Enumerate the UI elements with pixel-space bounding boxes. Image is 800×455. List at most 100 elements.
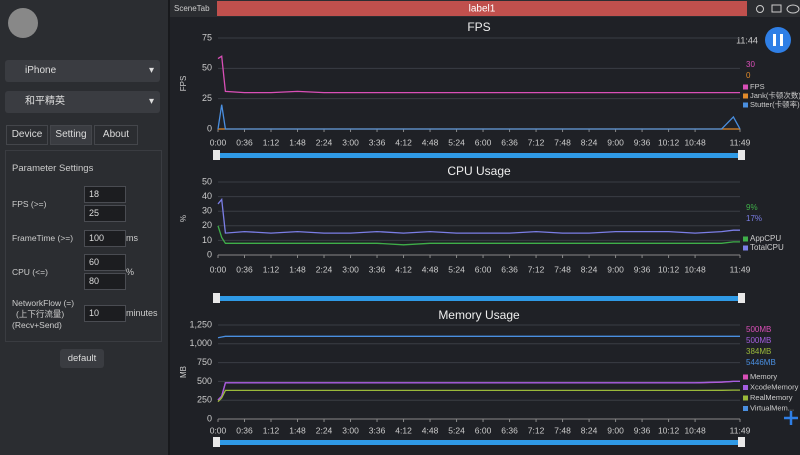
x-tick-label: 7:48 [554,425,571,435]
series-line [217,389,740,403]
x-tick-label: 6:36 [501,137,518,147]
x-tick-label: 0:36 [236,137,253,147]
x-tick-label: 5:24 [448,137,465,147]
charts: SceneTab label1 11:44 FPS FPS 0 25 50 75 0:00 0… [170,0,800,447]
y-tick-label: 1,250 [189,319,212,329]
unit: % [126,267,135,277]
legend-swatch [743,93,748,99]
x-tick-label: 4:48 [422,264,439,274]
add-button[interactable] [784,411,798,425]
param-label: FrameTime (>=) [12,233,74,243]
x-tick-label: 7:48 [554,264,571,274]
input[interactable]: 10 [84,305,126,322]
input[interactable]: 18 [84,186,126,203]
x-tick-label: 0:00 [210,137,227,147]
y-tick-label: 1,000 [189,338,212,348]
tab[interactable]: About [94,125,138,145]
x-tick-label: 1:48 [289,264,306,274]
legend-label: Memory [750,372,777,381]
slider-handle [213,437,220,447]
series-line [217,104,741,130]
current-value: 9% [746,203,758,212]
x-tick-label: 5:24 [448,425,465,435]
slider-track [215,153,743,158]
y-tick-label: 10 [202,235,212,245]
x-tick-label: 0:00 [210,264,227,274]
x-tick-label: 0:36 [236,264,253,274]
pause-icon [773,34,776,46]
slider-track [215,440,743,445]
section-title: Parameter Settings [12,163,94,174]
x-tick-label: 4:12 [395,425,412,435]
input[interactable]: 100 [84,230,126,247]
label-tab[interactable] [217,1,747,16]
param-label: FPS (>=) [12,199,47,209]
chart-title: Memory Usage [438,308,520,322]
x-tick-label: 5:24 [448,264,465,274]
x-tick-label: 10:12 [658,137,680,147]
x-tick-label: 2:24 [316,137,333,147]
icon[interactable] [756,5,764,13]
x-tick-label: 10:48 [684,137,706,147]
pause-button[interactable] [765,27,791,53]
input[interactable]: 25 [84,205,126,222]
legend-swatch [743,374,748,380]
x-tick-label: 6:00 [475,137,492,147]
x-tick-label: 10:48 [684,425,706,435]
y-tick-label: 0 [207,123,212,133]
x-tick-label: 4:48 [422,137,439,147]
y-tick-label: 30 [202,206,212,216]
x-tick-label: 0:36 [236,425,253,435]
y-tick-label: 75 [202,32,212,42]
y-tick-label: 50 [202,63,212,73]
y-tick-label: 0 [207,249,212,259]
device: iPhone [25,65,57,76]
slider-handle [213,150,220,160]
x-tick-label: 4:12 [395,137,412,147]
icon[interactable] [786,4,800,14]
sidebar: iPhone ▾ 和平精英 ▾ Device Setting About Param… [0,0,170,455]
x-tick-label: 2:24 [316,425,333,435]
settings-panel [5,150,162,342]
unit: ms [126,233,138,243]
scene-tab: SceneTab [174,4,210,13]
current-value: 5446MB [746,358,776,367]
legend-swatch [743,395,748,401]
x-tick-label: 11:49 [730,137,751,147]
x-tick-label: 7:48 [554,137,571,147]
caret: ▾ [148,96,154,107]
y-tick-label: 25 [202,93,212,103]
x-tick-label: 4:12 [395,264,412,274]
slider-track [215,296,743,301]
series-line [217,335,740,339]
tab[interactable]: Device [6,125,48,145]
legend-swatch [743,406,748,411]
y-tick-label: 20 [202,220,212,230]
legend-label: Stutter(卡顿率) [750,99,800,109]
x-tick-label: 11:49 [730,425,751,435]
legend-label: XcodeMemory [750,382,799,391]
x-tick-label: 3:36 [369,137,386,147]
chart-title: FPS [467,20,490,34]
app-select[interactable]: 和平精英 ▾ [5,91,160,113]
legend-label: RealMemory [750,393,793,402]
x-tick-label: 10:12 [658,425,680,435]
x-tick-label: 8:24 [581,137,598,147]
icon[interactable] [771,4,782,13]
current-value: 17% [746,214,762,223]
x-tick-label: 7:12 [528,137,545,147]
legend-label: VirtualMem... [750,403,794,412]
device-select[interactable]: iPhone ▾ [5,60,160,82]
default-button[interactable]: default [60,349,104,368]
series-line [217,55,740,94]
x-tick-label: 3:00 [342,264,359,274]
unit: minutes [126,308,158,318]
legend-label: AppCPU [750,234,781,243]
x-tick-label: 11:49 [730,264,751,274]
input[interactable]: 80 [84,273,126,290]
slider-handle [738,150,745,160]
tab[interactable]: Setting [50,125,92,145]
caret: ▾ [148,65,154,76]
input[interactable]: 60 [84,254,126,271]
